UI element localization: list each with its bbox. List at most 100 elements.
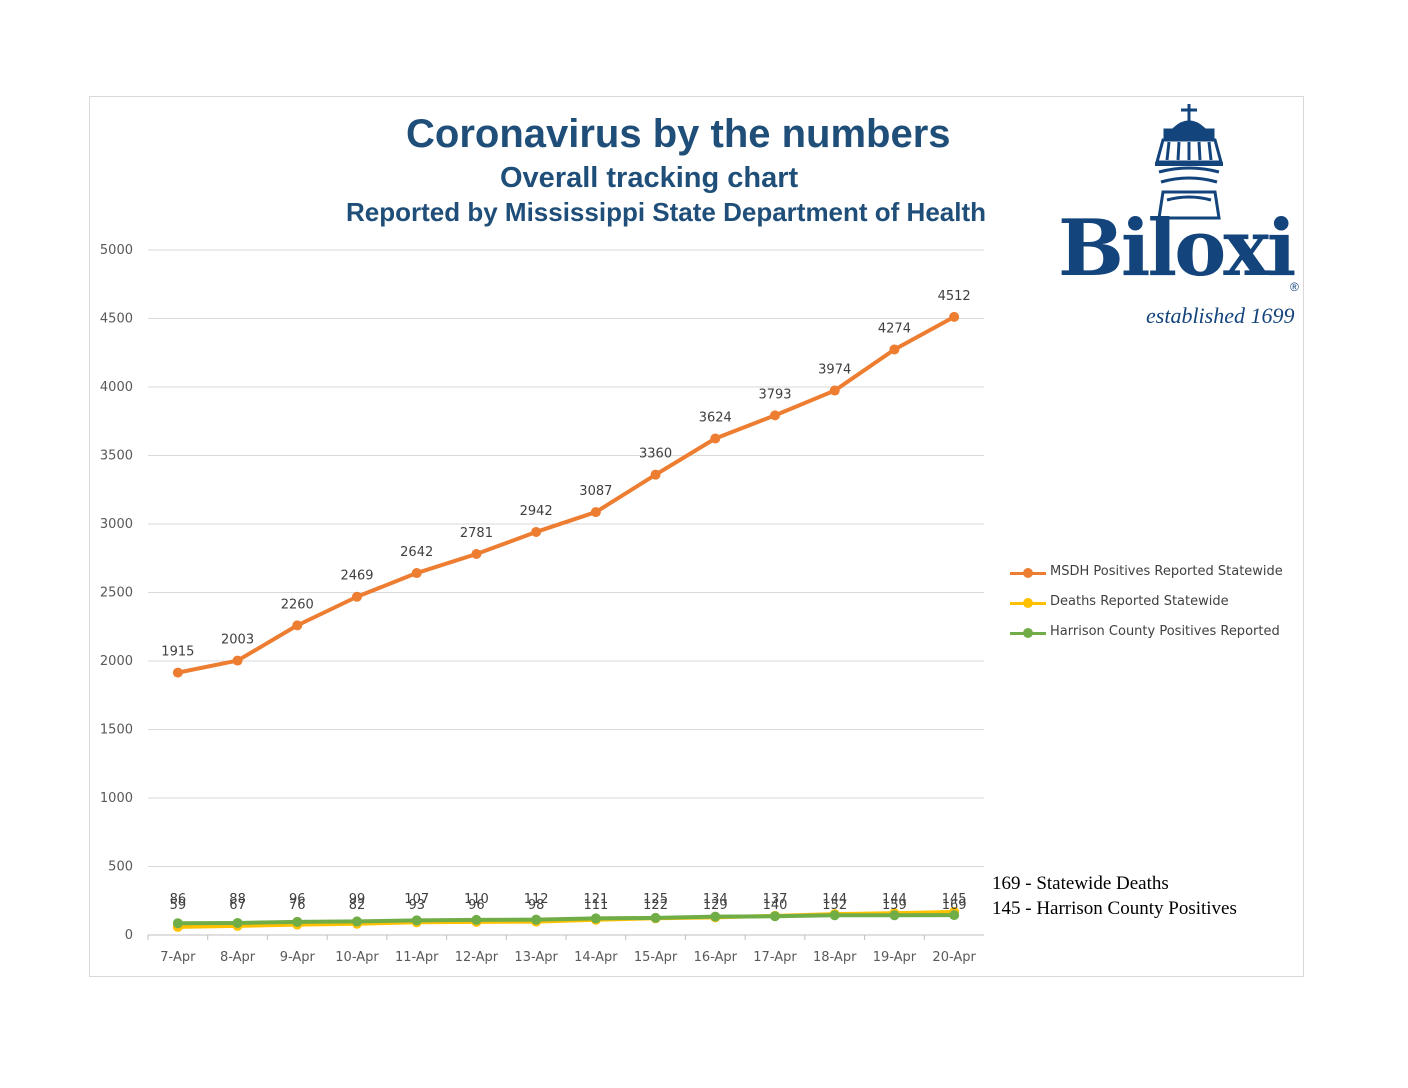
chart-subtitle: Overall tracking chart <box>500 162 799 194</box>
data-point <box>710 433 721 444</box>
x-tick-label: 15-Apr <box>634 950 678 965</box>
x-tick-label: 19-Apr <box>873 950 917 965</box>
data-point <box>770 911 780 922</box>
x-tick-label: 7-Apr <box>160 950 196 965</box>
data-point <box>590 913 601 924</box>
data-label: 82 <box>349 898 366 913</box>
data-label: 137 <box>763 892 788 907</box>
chart-title: Coronavirus by the numbers <box>406 112 951 156</box>
data-point <box>650 469 661 480</box>
data-label: 122 <box>643 898 668 913</box>
data-label: 140 <box>763 898 788 913</box>
data-point <box>232 655 243 666</box>
data-label: 144 <box>882 892 907 907</box>
x-tick-label: 11-Apr <box>395 950 439 965</box>
data-label: 98 <box>528 898 545 913</box>
data-point <box>531 526 542 537</box>
data-point <box>949 311 960 322</box>
data-label: 2942 <box>520 504 553 519</box>
data-label: 67 <box>229 898 246 913</box>
biloxi-lighthouse-logo <box>1155 104 1223 220</box>
y-tick-label: 4500 <box>100 312 133 327</box>
data-point <box>590 507 601 518</box>
data-point <box>650 912 661 923</box>
data-label: 107 <box>404 892 429 907</box>
y-tick-label: 1500 <box>100 723 133 738</box>
y-tick-label: 3500 <box>100 449 133 464</box>
data-label: 2003 <box>221 633 254 648</box>
y-tick-label: 3000 <box>100 517 133 532</box>
data-label: 4274 <box>878 321 911 336</box>
legend-marker-positives <box>1023 568 1033 578</box>
data-label: 125 <box>643 892 668 907</box>
y-tick-label: 4000 <box>100 380 133 395</box>
x-tick-label: 13-Apr <box>514 950 558 965</box>
data-label: 96 <box>468 898 485 913</box>
data-label: 93 <box>408 898 425 913</box>
data-point <box>471 549 482 560</box>
data-label: 86 <box>170 892 187 907</box>
data-point <box>172 667 183 678</box>
data-label: 144 <box>822 892 847 907</box>
data-point <box>292 620 303 631</box>
x-tick-label: 16-Apr <box>694 950 738 965</box>
logo-tagline: established 1699 <box>1146 303 1295 328</box>
data-label: 3793 <box>758 387 791 402</box>
data-point <box>411 915 422 926</box>
legend-item-harrison: Harrison County Positives Reported <box>1010 623 1310 643</box>
series-line-2 <box>175 913 957 926</box>
legend-label-deaths: Deaths Reported Statewide <box>1050 594 1229 609</box>
y-tick-label: 1000 <box>100 791 133 806</box>
data-point <box>949 910 960 921</box>
x-tick-label: 9-Apr <box>280 950 316 965</box>
data-point <box>829 910 840 921</box>
y-tick-label: 2000 <box>100 654 133 669</box>
data-point <box>232 917 243 928</box>
x-tick-label: 14-Apr <box>574 950 618 965</box>
data-label: 3624 <box>699 411 732 426</box>
data-label: 2642 <box>400 545 433 560</box>
data-label: 134 <box>703 892 728 907</box>
y-tick-label: 2500 <box>100 586 133 601</box>
y-tick-label: 5000 <box>100 243 133 258</box>
data-point <box>411 568 422 579</box>
data-label: 110 <box>464 892 489 907</box>
legend-item-deaths: Deaths Reported Statewide <box>1010 593 1310 613</box>
data-label: 2260 <box>281 597 314 612</box>
legend-marker-harrison <box>1023 628 1033 638</box>
legend-label-harrison: Harrison County Positives Reported <box>1050 624 1280 639</box>
chart-frame <box>89 96 1304 977</box>
data-point <box>770 410 780 421</box>
data-point <box>471 914 482 925</box>
data-point <box>292 916 303 927</box>
note-harrison-positives: 145 - Harrison County Positives <box>992 898 1237 919</box>
data-label: 59 <box>170 898 187 913</box>
x-tick-label: 12-Apr <box>455 950 499 965</box>
data-point <box>531 914 542 925</box>
data-label: 2469 <box>340 569 373 584</box>
data-label: 111 <box>583 898 608 913</box>
data-label: 88 <box>229 892 246 907</box>
x-tick-label: 20-Apr <box>932 950 976 965</box>
legend-marker-deaths <box>1023 598 1033 608</box>
data-label: 4512 <box>938 289 971 304</box>
data-point <box>829 385 840 396</box>
data-label: 1915 <box>161 645 194 660</box>
data-label: 112 <box>524 892 549 907</box>
data-point <box>352 916 362 927</box>
x-tick-label: 17-Apr <box>753 950 797 965</box>
data-label: 2781 <box>460 526 493 541</box>
data-label: 169 <box>942 898 967 913</box>
data-point <box>172 918 183 929</box>
data-label: 152 <box>822 898 847 913</box>
data-point <box>889 910 900 921</box>
data-label: 159 <box>882 898 907 913</box>
logo-wordmark: Biloxi <box>1058 203 1296 294</box>
data-label: 121 <box>583 892 608 907</box>
data-label: 3974 <box>818 363 851 378</box>
series-line-0 <box>175 314 957 675</box>
data-label: 99 <box>349 892 366 907</box>
logo-registered-mark: ® <box>1290 280 1299 294</box>
x-tick-label: 8-Apr <box>220 950 256 965</box>
